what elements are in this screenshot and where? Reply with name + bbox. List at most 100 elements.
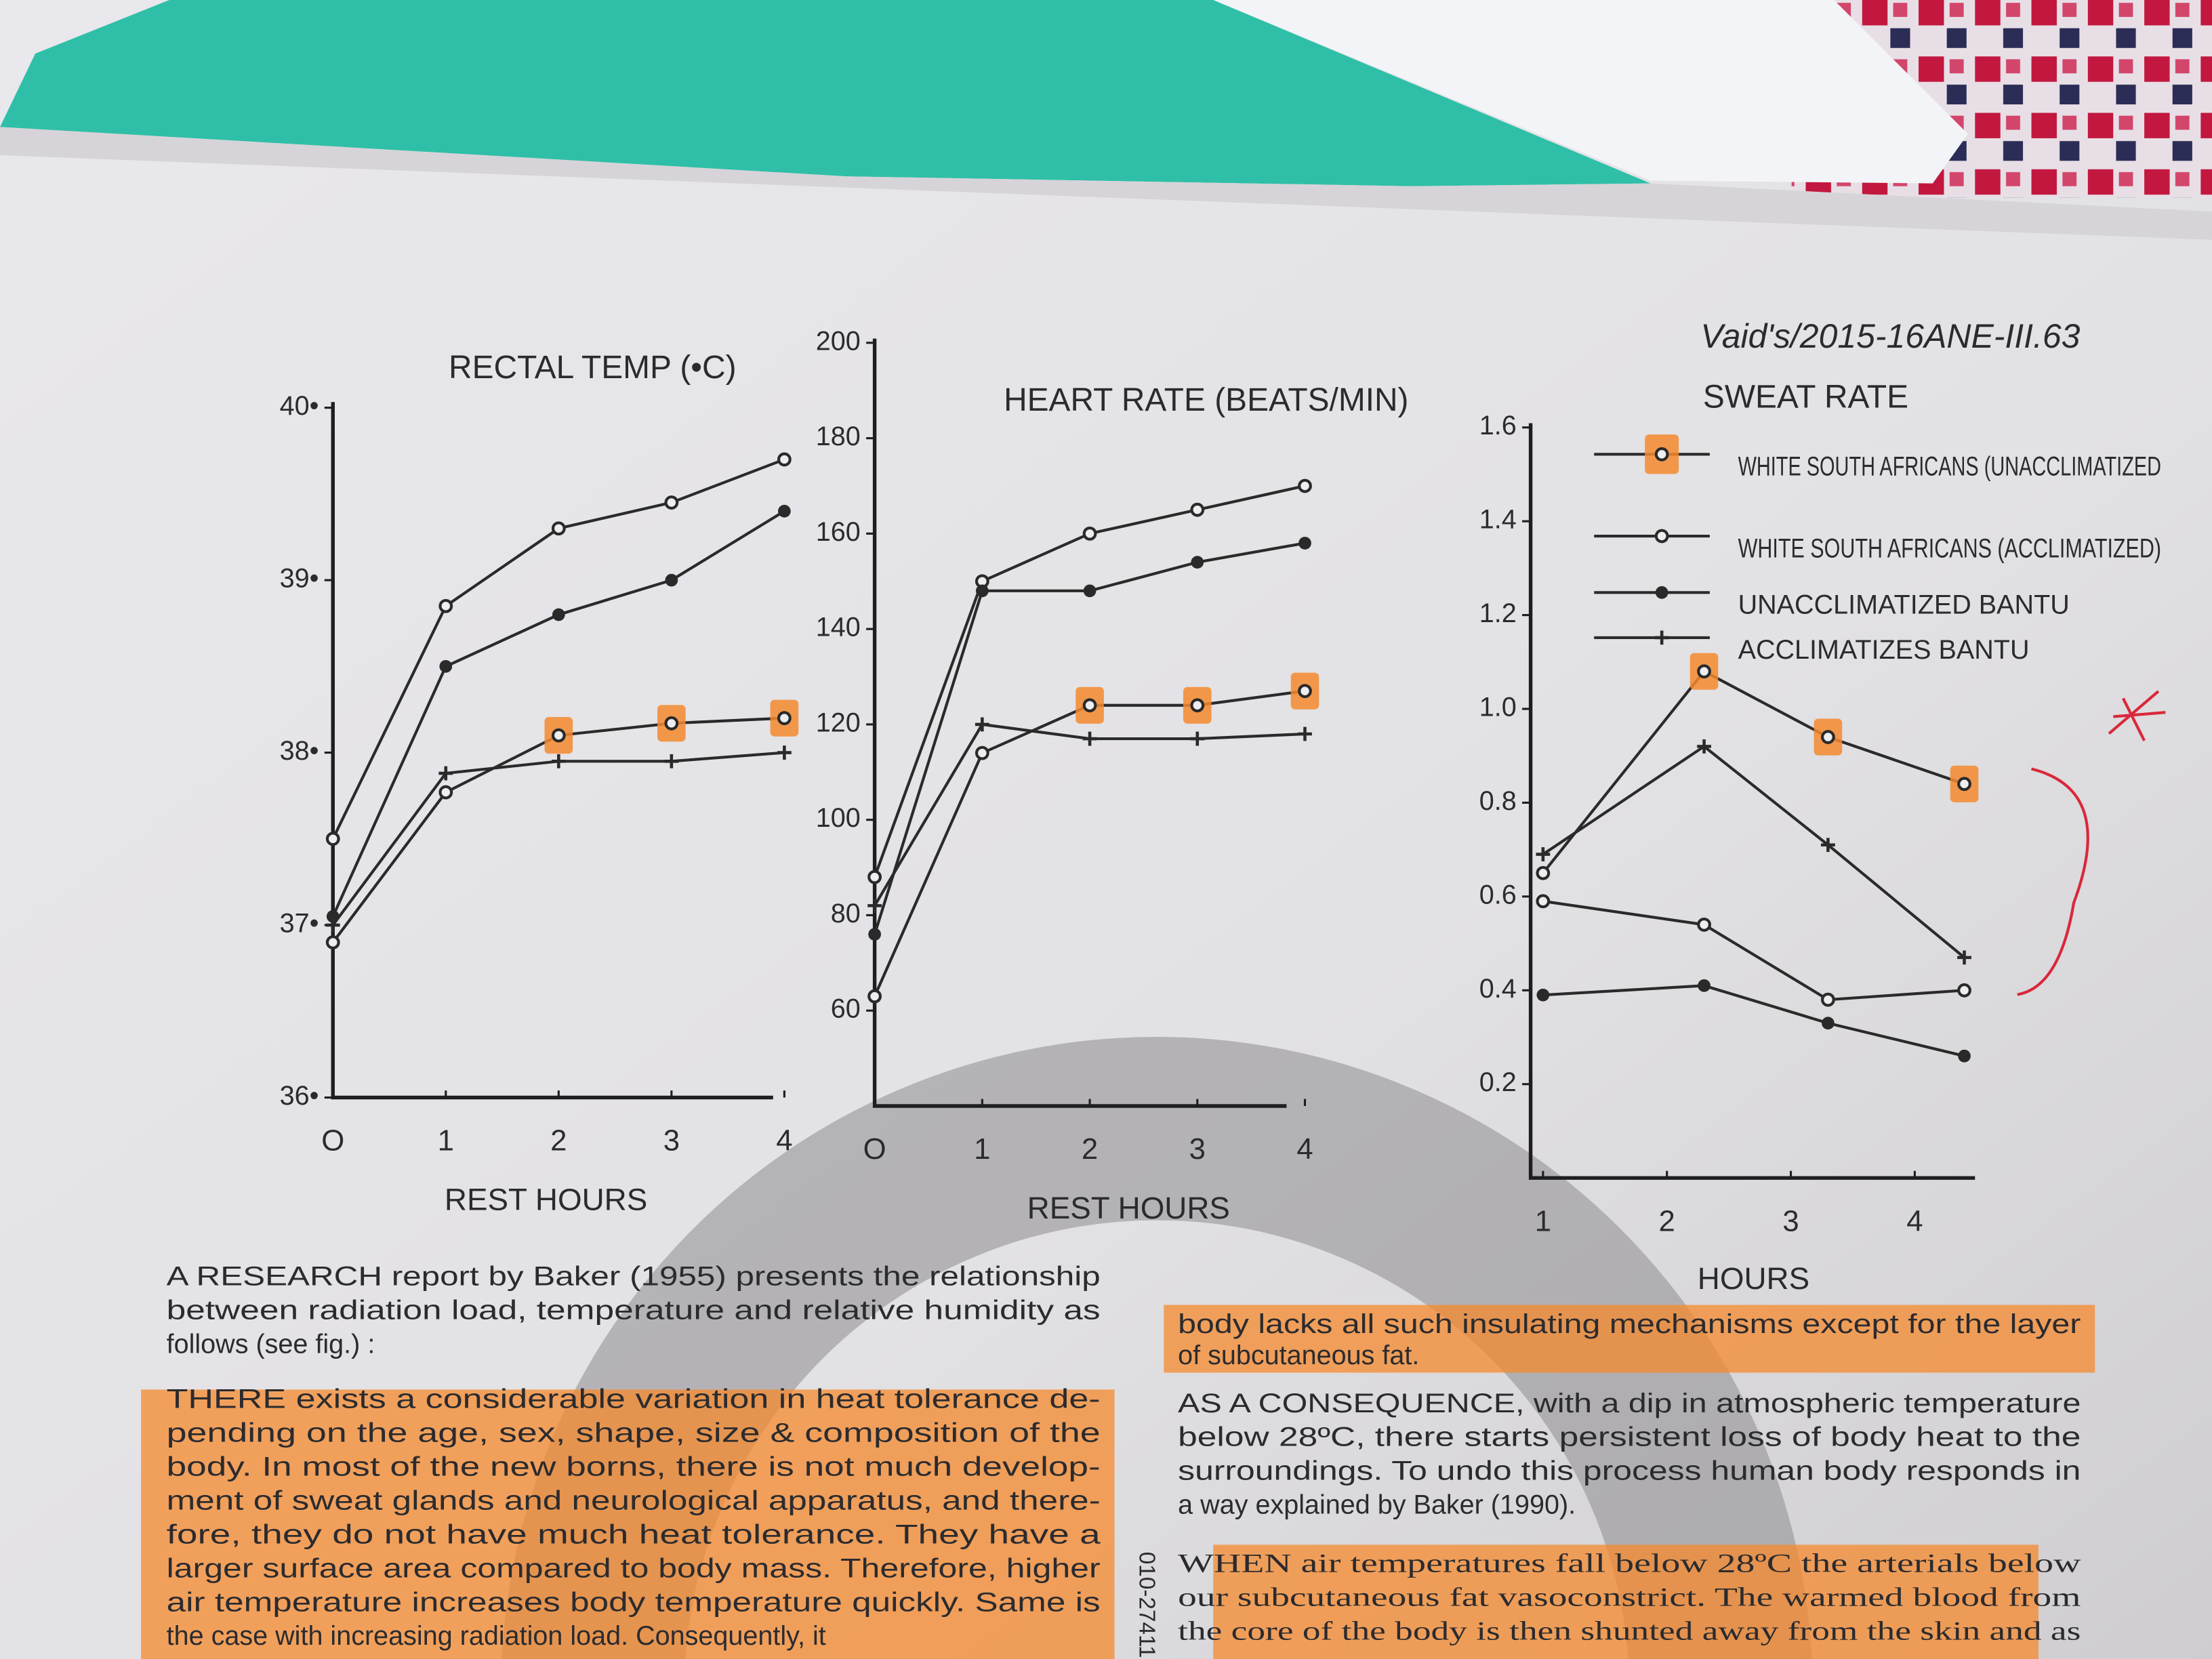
point xyxy=(778,504,791,518)
y-tick-label: 40• xyxy=(280,391,319,421)
body-text-line: follows (see fig.) : xyxy=(167,1329,375,1359)
y-tick-label: 37• xyxy=(280,908,319,938)
body-text-line: our subcutaneous fat vasoconstrict. The … xyxy=(1178,1582,2081,1612)
point xyxy=(1083,584,1097,598)
page-edge xyxy=(0,127,2212,240)
x-tick-label: 2 xyxy=(1082,1132,1098,1166)
point xyxy=(1655,586,1668,599)
point xyxy=(1698,979,1711,992)
body-text-line: air temperature increases body temperatu… xyxy=(167,1587,1101,1617)
watermark-ring xyxy=(501,1037,1812,1659)
point xyxy=(1820,838,1835,853)
y-tick-label: 80 xyxy=(831,899,861,928)
y-tick-label: 120 xyxy=(816,708,861,737)
highlight-band xyxy=(1213,1544,2039,1659)
x-tick-label: 2 xyxy=(550,1124,567,1158)
point xyxy=(1298,478,1312,493)
highlight-band xyxy=(141,1389,1115,1659)
point xyxy=(1654,529,1669,544)
point xyxy=(1697,917,1711,932)
y-tick-label: 0.4 xyxy=(1479,974,1517,1004)
point xyxy=(1298,537,1311,550)
point xyxy=(1820,992,1835,1007)
y-tick-label: 1.0 xyxy=(1479,692,1517,722)
x-axis-label: HOURS xyxy=(1698,1261,1809,1296)
body-text-line: A RESEARCH report by Baker (1955) presen… xyxy=(167,1261,1101,1291)
point xyxy=(1298,684,1312,699)
point xyxy=(777,711,792,726)
body-text-line: fore, they do not have much heat toleran… xyxy=(167,1519,1101,1549)
point xyxy=(664,495,679,510)
point xyxy=(975,745,989,760)
body-text-line: surroundings. To undo this process human… xyxy=(1178,1456,2081,1486)
teal-folder xyxy=(0,0,1651,186)
point xyxy=(1697,664,1711,679)
body-text-line: of subcutaneous fat. xyxy=(1178,1340,1419,1370)
body-text-line: body. In most of the new borns, there is… xyxy=(167,1452,1101,1481)
y-tick-label: 0.2 xyxy=(1479,1067,1517,1097)
x-tick-label: 4 xyxy=(776,1124,792,1158)
point xyxy=(1190,698,1205,713)
body-text-line: body lacks all such insulating mechanism… xyxy=(1178,1309,2081,1339)
x-tick-label: 3 xyxy=(1189,1132,1206,1166)
point xyxy=(1654,447,1669,462)
point xyxy=(325,918,340,933)
point xyxy=(1191,556,1204,569)
point xyxy=(439,659,453,673)
x-tick-label: 4 xyxy=(1906,1204,1923,1237)
point xyxy=(325,935,340,949)
point xyxy=(438,766,453,781)
point xyxy=(1820,730,1835,744)
point xyxy=(1190,502,1205,517)
point xyxy=(1190,731,1205,746)
y-tick-label: 38• xyxy=(280,736,319,766)
y-tick-label: 60 xyxy=(831,994,861,1024)
point xyxy=(1654,630,1669,645)
point xyxy=(1082,698,1097,713)
body-text-line: THERE exists a considerable variation in… xyxy=(167,1385,1101,1414)
point xyxy=(1536,894,1551,909)
point xyxy=(1957,983,1971,998)
y-tick-label: 0.8 xyxy=(1479,786,1517,816)
point xyxy=(867,989,882,1004)
point xyxy=(1536,865,1551,880)
point xyxy=(665,573,678,587)
y-tick-label: 36• xyxy=(280,1081,319,1111)
x-tick-label: 3 xyxy=(1782,1204,1799,1237)
body-text-line: ment of sweat glands and neurological ap… xyxy=(167,1486,1101,1515)
point xyxy=(1957,950,1971,965)
series-line xyxy=(1542,670,1965,874)
x-tick-label: O xyxy=(321,1124,344,1158)
body-text-line: between radiation load, temperature and … xyxy=(167,1295,1101,1325)
body-text-line: the case with increasing radiation load.… xyxy=(167,1621,826,1651)
white-paper xyxy=(1213,0,1968,184)
legend-label: WHITE SOUTH AFRICANS (ACCLIMATIZED) xyxy=(1738,533,2161,563)
y-tick-label: 100 xyxy=(816,803,861,833)
page-header: Vaid's/2015-16ANE-III.63 xyxy=(1700,317,2080,355)
body-text-line: a way explained by Baker (1990). xyxy=(1178,1490,1576,1520)
point xyxy=(1082,731,1097,746)
y-tick-label: 39• xyxy=(280,564,319,594)
legend-label: ACCLIMATIZES BANTU xyxy=(1738,635,2030,665)
series-line xyxy=(1542,744,1965,959)
point xyxy=(551,754,566,769)
body-text-line: below 28ºC, there starts persistent loss… xyxy=(1178,1422,2081,1452)
x-tick-label: 2 xyxy=(1659,1204,1675,1237)
point xyxy=(664,716,679,731)
body-text-line: larger surface area compared to body mas… xyxy=(167,1553,1101,1583)
point xyxy=(664,754,679,769)
x-tick-label: O xyxy=(863,1132,886,1166)
point xyxy=(975,584,989,598)
point xyxy=(551,728,566,743)
point xyxy=(777,745,792,760)
y-tick-label: 1.6 xyxy=(1479,411,1517,441)
point xyxy=(1958,1049,1971,1063)
body-text-line: the core of the body is then shunted awa… xyxy=(1178,1616,2081,1646)
point xyxy=(1536,988,1550,1002)
chart: RECTAL TEMP (•C) REST HOURS 36• 37• 38• 39• 40… xyxy=(280,350,799,1217)
y-tick-label: 1.4 xyxy=(1479,505,1517,535)
y-tick-label: 140 xyxy=(816,613,861,642)
x-tick-label: 3 xyxy=(663,1124,680,1158)
